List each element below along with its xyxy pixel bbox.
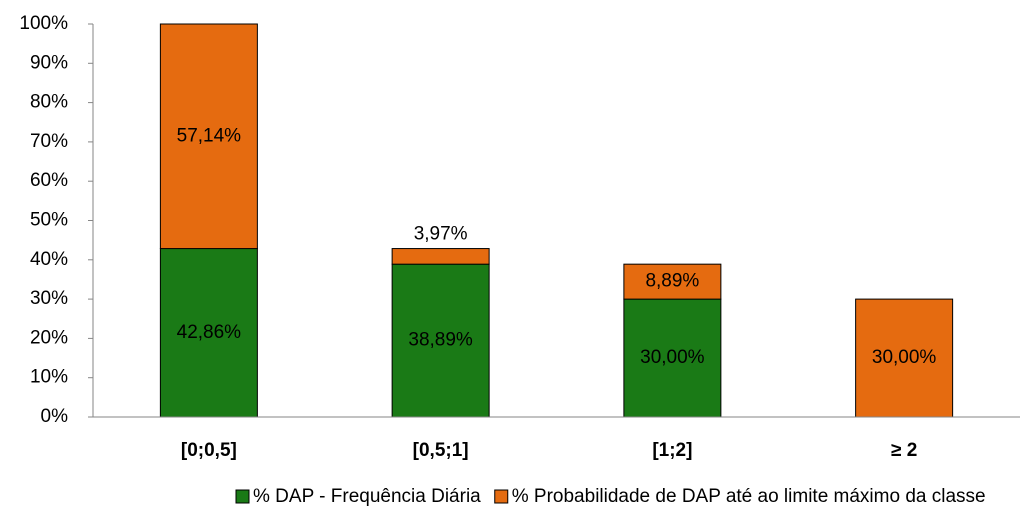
legend-swatch: [494, 489, 509, 504]
bar-segment: [623, 263, 722, 300]
bar-segment: [391, 248, 490, 265]
y-tick-label: 40%: [30, 249, 68, 270]
data-label: 3,97%: [414, 224, 468, 245]
y-tick-label: 0%: [41, 406, 69, 427]
x-tick-label: ≥ 2: [891, 440, 917, 461]
y-tick-label: 20%: [30, 327, 68, 348]
y-tick-label: 10%: [30, 367, 68, 388]
data-label: 57,14%: [177, 125, 242, 146]
data-label: 42,86%: [177, 322, 242, 343]
data-label: 8,89%: [645, 271, 699, 292]
x-tick-label: [0;0,5]: [181, 440, 237, 461]
data-label: 30,00%: [872, 347, 937, 368]
legend-swatch: [235, 489, 250, 504]
legend-label: % Probabilidade de DAP até ao limite máx…: [512, 486, 986, 507]
y-tick-label: 50%: [30, 210, 68, 231]
legend-label: % DAP - Frequência Diária: [253, 486, 481, 507]
y-tick-label: 80%: [30, 92, 68, 113]
y-tick-label: 70%: [30, 131, 68, 152]
y-tick-label: 90%: [30, 52, 68, 73]
data-label: 30,00%: [640, 347, 705, 368]
bar-segment: [159, 23, 258, 250]
y-tick-label: 100%: [19, 13, 68, 34]
data-label: 38,89%: [408, 330, 473, 351]
x-tick-label: [1;2]: [652, 440, 692, 461]
y-tick-label: 60%: [30, 170, 68, 191]
bar-segment: [159, 248, 258, 418]
x-tick-label: [0,5;1]: [413, 440, 469, 461]
y-tick-label: 30%: [30, 288, 68, 309]
